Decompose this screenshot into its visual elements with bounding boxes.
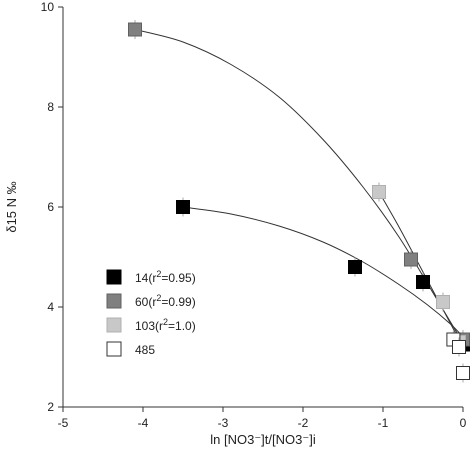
- legend-label-main: 60(r: [135, 295, 156, 309]
- legend-label-series-2: 103(r2=1.0): [135, 317, 196, 333]
- legend-label-series-3: 485: [135, 343, 155, 357]
- legend-marker-series-3: [106, 341, 122, 357]
- y-tick-label: 4: [47, 300, 54, 314]
- point-series-1-0: [128, 22, 142, 37]
- x-tick-label: -5: [58, 416, 69, 430]
- legend-label-tail: =1.0): [168, 319, 196, 333]
- point-series-3-1: [452, 340, 466, 354]
- legend-marker-series-2: [106, 317, 122, 333]
- legend-label-series-1: 60(r2=0.99): [135, 293, 196, 309]
- legend: 14(r2=0.95)60(r2=0.99)103(r2=1.0)485: [106, 269, 196, 357]
- x-tick-label: -2: [298, 416, 309, 430]
- legend-label-main: 14(r: [135, 271, 156, 285]
- point-series-3-2: [456, 366, 470, 380]
- point-series-0-1: [348, 260, 362, 274]
- legend-label-tail: =0.95): [161, 271, 195, 285]
- x-tick-label: -1: [378, 416, 389, 430]
- legend-marker-series-0: [106, 269, 122, 285]
- y-tick-label: 2: [47, 400, 54, 414]
- y-axis-label: δ15 N ‰: [4, 181, 19, 232]
- legend-label-superscript: 2: [156, 293, 161, 303]
- x-tick-label: -3: [218, 416, 229, 430]
- point-series-0-2: [416, 275, 430, 289]
- axes: -5 -4 -3 -2 -1 0 2 4 6 8 10 ln [NO3⁻]t/[NO3⁻]i δ15 N…: [4, 0, 467, 447]
- legend-label-superscript: 2: [163, 317, 168, 327]
- x-tick-label: -4: [138, 416, 149, 430]
- legend-marker-series-1: [106, 293, 122, 309]
- y-tick-label: 8: [47, 100, 54, 114]
- point-series-2-0: [372, 185, 386, 199]
- legend-label-superscript: 2: [156, 269, 161, 279]
- data-points: [128, 20, 470, 383]
- fit-curve-series-0: [182, 206, 464, 338]
- legend-label-tail: =0.99): [161, 295, 195, 309]
- point-series-0-0: [176, 200, 190, 214]
- y-tick-label: 10: [41, 0, 55, 14]
- legend-label-series-0: 14(r2=0.95): [135, 269, 196, 285]
- point-series-2-1: [436, 295, 450, 309]
- legend-label-main: 103(r: [135, 319, 163, 333]
- y-tick-label: 6: [47, 200, 54, 214]
- x-tick-label: 0: [460, 416, 467, 430]
- point-series-1-1: [404, 252, 418, 267]
- x-axis-label: ln [NO3⁻]t/[NO3⁻]i: [210, 432, 316, 447]
- fit-curve-series-2: [378, 191, 464, 348]
- legend-label-main: 485: [135, 343, 155, 357]
